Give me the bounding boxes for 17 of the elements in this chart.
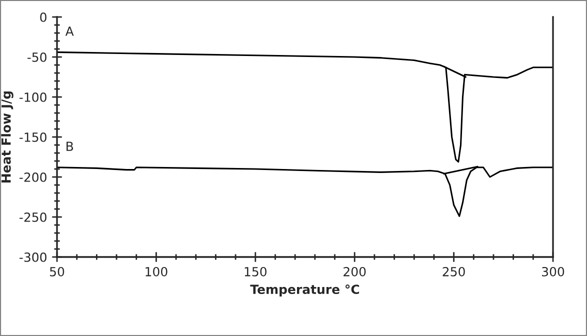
y-tick-label: 0 [40,12,46,22]
x-tick-label: 100 [146,266,168,276]
annotation: B [66,142,74,151]
y-tick-label: -50 [27,52,46,62]
y-tick-label: -250 [20,212,46,222]
y-tick-label: -200 [20,172,46,182]
x-tick-label: 300 [542,266,564,276]
y-tick-label: -150 [20,132,46,142]
annotation: A [65,26,74,36]
y-tick-label: -300 [20,252,46,262]
x-axis-title: Temperature °C [250,284,360,296]
y-axis-title: Heat Flow J/g [1,91,14,182]
y-tick-label: -100 [20,92,46,102]
x-tick-label: 50 [50,266,64,276]
x-tick-label: 200 [344,266,366,276]
x-tick-label: 150 [244,266,266,276]
x-tick-label: 250 [442,266,465,276]
